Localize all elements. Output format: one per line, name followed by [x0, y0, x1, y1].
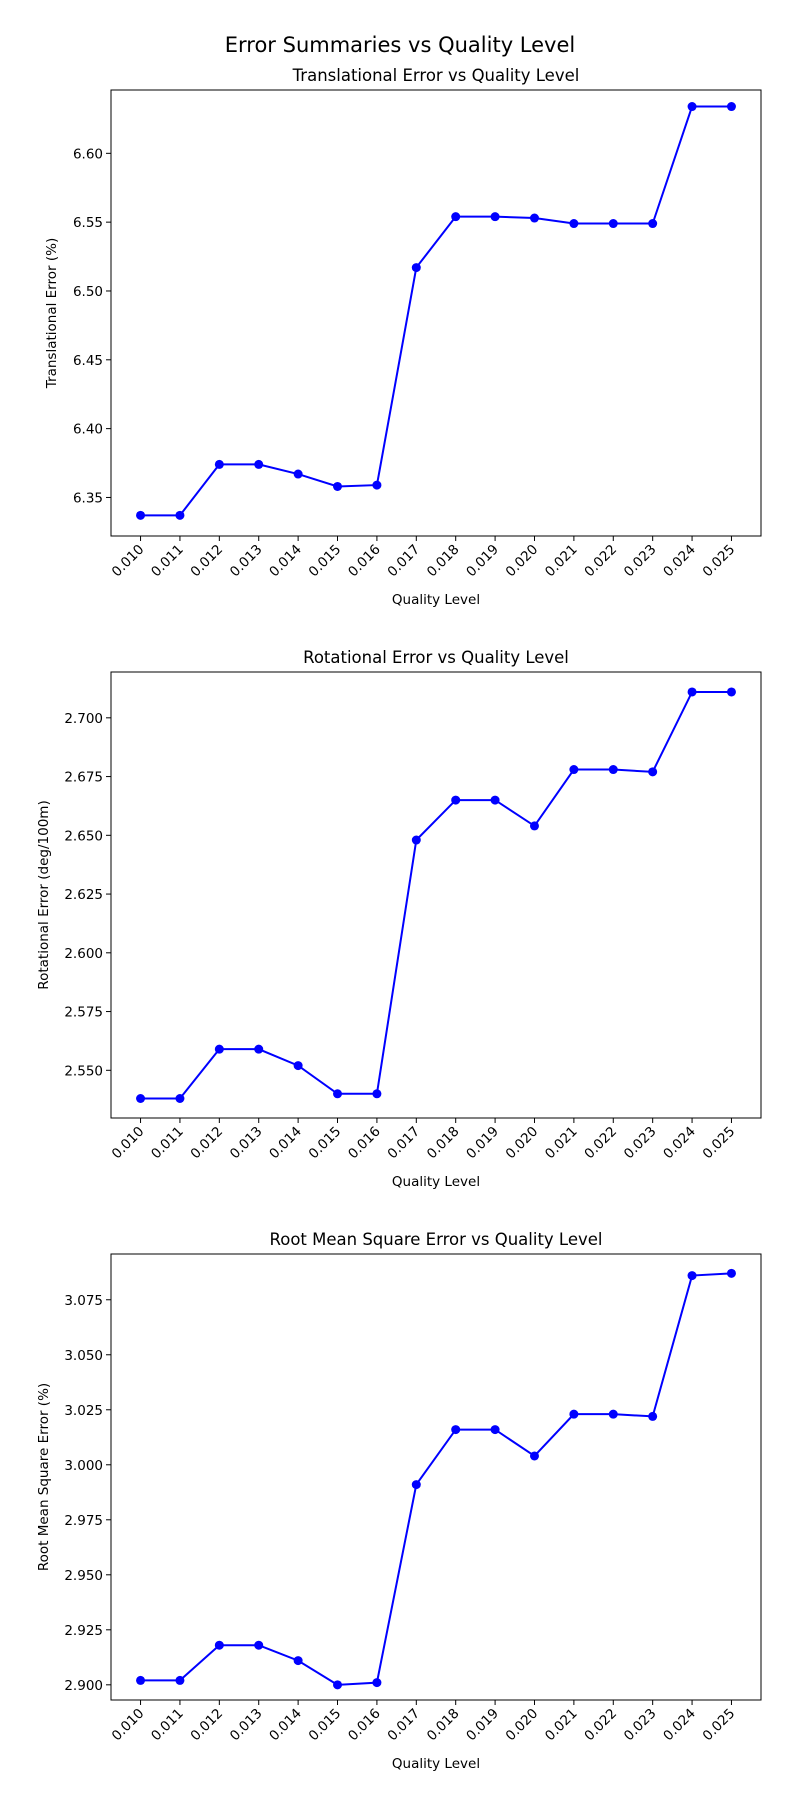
data-point	[529, 213, 539, 223]
data-point	[569, 765, 579, 775]
y-axis-label: Translational Error (%)	[44, 238, 60, 389]
y-tick-label: 2.675	[64, 770, 103, 786]
data-point	[214, 459, 224, 469]
chart-title: Translational Error vs Quality Level	[292, 66, 580, 85]
data-point	[648, 767, 658, 777]
y-tick-label: 6.45	[73, 353, 103, 369]
data-point	[608, 1409, 618, 1419]
data-point	[136, 1093, 146, 1103]
y-tick-label: 2.575	[64, 1005, 103, 1021]
x-axis-label: Quality Level	[392, 592, 480, 608]
data-point	[136, 510, 146, 520]
data-point	[569, 1409, 579, 1419]
data-point	[254, 1044, 264, 1054]
data-point	[648, 219, 658, 229]
data-point	[648, 1411, 658, 1421]
plot-frame	[110, 89, 762, 537]
data-point	[372, 480, 382, 490]
y-tick-label: 2.625	[64, 887, 103, 903]
y-tick-label: 3.000	[64, 1458, 103, 1474]
figure-suptitle: Error Summaries vs Quality Level	[225, 33, 575, 57]
data-point	[411, 1480, 421, 1490]
y-tick-label: 3.050	[64, 1348, 103, 1364]
y-tick-label: 2.700	[64, 711, 103, 727]
data-point	[293, 1061, 303, 1071]
chart-title: Rotational Error vs Quality Level	[303, 648, 569, 667]
data-point	[254, 1640, 264, 1650]
data-point	[175, 510, 185, 520]
data-point	[411, 263, 421, 273]
data-point	[726, 1268, 736, 1278]
y-tick-label: 2.950	[64, 1568, 103, 1584]
y-axis-label: Rotational Error (deg/100m)	[36, 800, 52, 989]
plot-frame	[110, 1253, 762, 1701]
data-point	[726, 687, 736, 697]
data-point	[726, 102, 736, 112]
y-axis-label: Root Mean Square Error (%)	[36, 1383, 52, 1571]
x-axis-label: Quality Level	[392, 1756, 480, 1772]
data-point	[490, 212, 500, 222]
chart-title: Root Mean Square Error vs Quality Level	[270, 1230, 603, 1249]
y-tick-label: 2.550	[64, 1063, 103, 1079]
data-point	[451, 795, 461, 805]
data-point	[254, 459, 264, 469]
y-tick-label: 2.975	[64, 1513, 103, 1529]
data-point	[175, 1675, 185, 1685]
plot-frame	[110, 671, 762, 1119]
y-tick-label: 6.40	[73, 422, 103, 438]
data-point	[687, 1271, 697, 1281]
data-point	[333, 481, 343, 491]
data-point	[451, 212, 461, 222]
series-line	[140, 690, 732, 1100]
y-tick-label: 2.900	[64, 1678, 103, 1694]
y-tick-label: 2.925	[64, 1623, 103, 1639]
series-line	[140, 1272, 732, 1686]
data-point	[333, 1089, 343, 1099]
y-tick-label: 3.025	[64, 1403, 103, 1419]
data-point	[333, 1680, 343, 1690]
data-point	[608, 219, 618, 229]
y-tick-label: 6.60	[73, 146, 103, 162]
data-point	[175, 1093, 185, 1103]
series-line	[140, 105, 732, 517]
y-tick-label: 6.35	[73, 490, 103, 506]
y-tick-label: 2.600	[64, 946, 103, 962]
y-tick-label: 3.075	[64, 1293, 103, 1309]
y-tick-label: 2.650	[64, 828, 103, 844]
data-point	[411, 835, 421, 845]
data-point	[214, 1640, 224, 1650]
data-point	[214, 1044, 224, 1054]
data-point	[372, 1089, 382, 1099]
x-axis-label: Quality Level	[392, 1174, 480, 1190]
data-point	[490, 795, 500, 805]
data-point	[372, 1678, 382, 1688]
data-point	[293, 1656, 303, 1666]
y-tick-label: 6.50	[73, 284, 103, 300]
data-point	[293, 469, 303, 479]
data-point	[451, 1425, 461, 1435]
y-tick-label: 6.55	[73, 215, 103, 231]
data-point	[529, 1451, 539, 1461]
data-point	[569, 219, 579, 229]
data-point	[490, 1425, 500, 1435]
data-point	[136, 1675, 146, 1685]
data-point	[687, 102, 697, 112]
data-point	[608, 765, 618, 775]
data-point	[687, 687, 697, 697]
data-point	[529, 821, 539, 831]
